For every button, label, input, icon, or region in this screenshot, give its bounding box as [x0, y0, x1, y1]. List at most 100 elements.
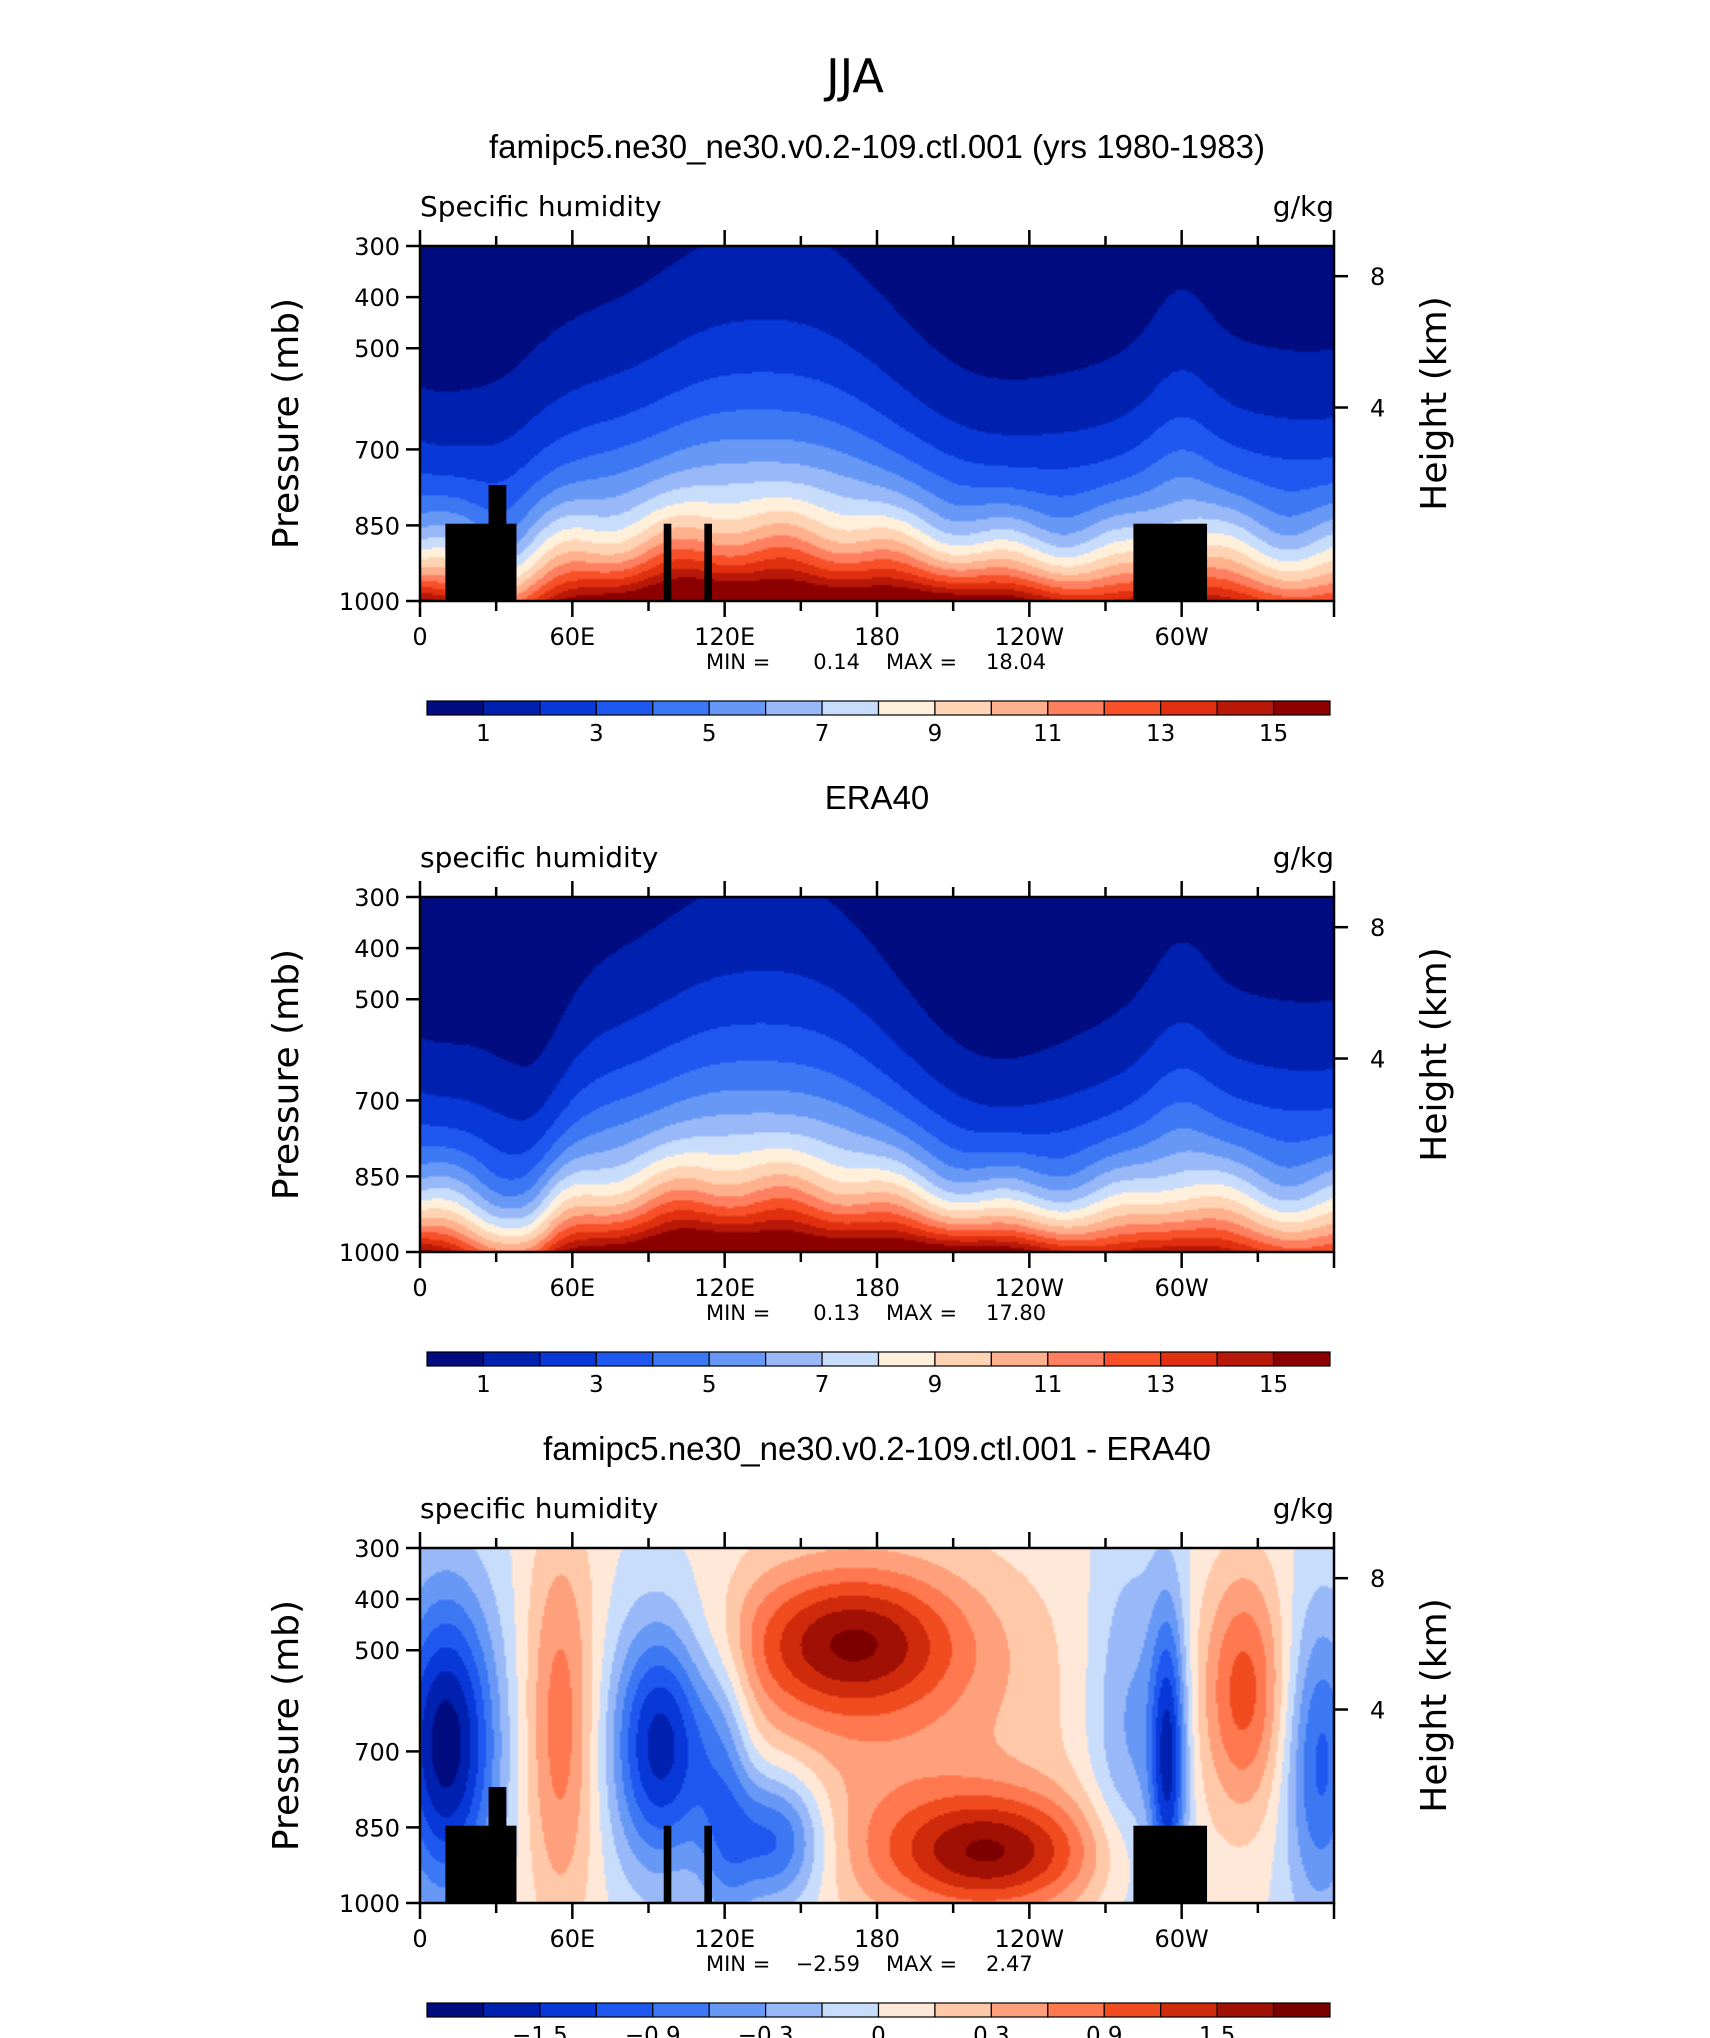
variable-label: Specific humidity [420, 190, 662, 223]
colorbar-label: 1.5 [1199, 2023, 1236, 2038]
contour-canvas [420, 897, 1334, 1252]
x-tick-label: 60E [549, 623, 595, 651]
y-right-tick-label: 4 [1370, 395, 1385, 423]
panel-title: famipc5.ne30_ne30.v0.2-109.ctl.001 (yrs … [489, 128, 1265, 165]
y-tick-label: 700 [354, 436, 400, 464]
topography-block [704, 523, 712, 601]
x-tick-label: 180 [854, 1274, 900, 1302]
x-tick-label: 120W [995, 1925, 1065, 1953]
y-tick-label: 700 [354, 1087, 400, 1115]
y-tick-label: 1000 [339, 1239, 400, 1267]
colorbar-box [539, 700, 597, 716]
colorbar-box [426, 700, 485, 716]
colorbar-label: 1 [476, 721, 491, 747]
y-tick-label: 400 [354, 935, 400, 963]
colorbar-box [426, 2002, 485, 2018]
x-tick-label: 120W [995, 623, 1065, 651]
colorbar-label: 13 [1146, 721, 1175, 747]
colorbar-label: 3 [589, 721, 604, 747]
colorbar-label: 1 [476, 1372, 491, 1398]
x-tick-label: 60W [1155, 1925, 1209, 1953]
colorbar-box [708, 1351, 767, 1367]
max-value: 18.04 [986, 650, 1046, 674]
colorbar-box [1216, 1351, 1275, 1367]
colorbar-box [821, 700, 880, 716]
min-label: MIN = [706, 650, 770, 674]
colorbar-box [652, 2002, 710, 2018]
colorbar-box [765, 2002, 823, 2018]
x-tick-label: 60W [1155, 1274, 1209, 1302]
colorbar-label: 11 [1033, 721, 1062, 747]
colorbar-label: 7 [815, 721, 830, 747]
colorbar-label: 5 [702, 721, 717, 747]
colorbar-label: 9 [928, 721, 943, 747]
colorbar-box [1216, 2002, 1275, 2018]
variable-label: specific humidity [420, 841, 658, 874]
topography-block [704, 1825, 712, 1903]
y-axis-title: Pressure (mb) [266, 949, 307, 1200]
colorbar-box [765, 1351, 823, 1367]
max-label: MAX = [886, 1301, 957, 1325]
y-axis-title: Pressure (mb) [266, 1600, 307, 1851]
colorbar-box [877, 700, 936, 716]
contour-field [420, 897, 1334, 1252]
y-tick-label: 500 [354, 1637, 400, 1665]
y-tick-label: 850 [354, 1814, 400, 1842]
units-label: g/kg [1273, 190, 1334, 223]
colorbar-box [426, 1351, 485, 1367]
y-tick-label: 700 [354, 1738, 400, 1766]
colorbar-label: 3 [589, 1372, 604, 1398]
topography-block [488, 1787, 507, 1903]
y-tick-label: 500 [354, 986, 400, 1014]
variable-label: specific humidity [420, 1492, 658, 1525]
colorbar-box [934, 700, 992, 716]
colorbar-label: −1.5 [512, 2023, 568, 2038]
colorbar-box [595, 700, 654, 716]
colorbar-box [652, 1351, 710, 1367]
units-label: g/kg [1273, 1492, 1334, 1525]
colorbar-box [708, 700, 767, 716]
colorbar-box [990, 700, 1049, 716]
colorbar-label: 5 [702, 1372, 717, 1398]
colorbar-box [595, 1351, 654, 1367]
colorbar-box [990, 2002, 1049, 2018]
colorbar-box [1047, 2002, 1105, 2018]
x-tick-label: 60W [1155, 623, 1209, 651]
x-tick-label: 60E [549, 1274, 595, 1302]
topography-block [1133, 523, 1208, 601]
y-tick-label: 300 [354, 884, 400, 912]
topography-block [488, 485, 507, 601]
colorbar-label: 7 [815, 1372, 830, 1398]
colorbar-box [990, 1351, 1049, 1367]
y-tick-label: 850 [354, 1163, 400, 1191]
y-tick-label: 500 [354, 335, 400, 363]
y-right-tick-label: 4 [1370, 1697, 1385, 1725]
colorbar-box [1160, 700, 1218, 716]
colorbar-label: 15 [1259, 721, 1288, 747]
colorbar-box [821, 1351, 880, 1367]
y-tick-label: 1000 [339, 1890, 400, 1918]
colorbar-label: 15 [1259, 1372, 1288, 1398]
colorbar-box [821, 2002, 880, 2018]
colorbar-box [482, 700, 541, 716]
chart-panel-3: famipc5.ne30_ne30.v0.2-109.ctl.001 - ERA… [266, 1430, 1455, 2038]
x-tick-label: 180 [854, 1925, 900, 1953]
min-value: 0.13 [813, 1301, 860, 1325]
colorbar-box [1272, 1351, 1331, 1367]
min-value: 0.14 [813, 650, 860, 674]
colorbar-box [1160, 2002, 1218, 2018]
colorbar-box [877, 2002, 936, 2018]
y-right-tick-label: 8 [1370, 1565, 1385, 1593]
colorbar-box [765, 700, 823, 716]
max-label: MAX = [886, 1952, 957, 1976]
colorbar-box [934, 2002, 992, 2018]
topography-block [1133, 1825, 1208, 1903]
colorbar-label: 13 [1146, 1372, 1175, 1398]
y-axis-title: Pressure (mb) [266, 298, 307, 549]
colorbar-label: 0.3 [973, 2023, 1010, 2038]
x-tick-label: 120E [694, 623, 755, 651]
colorbar-box [652, 700, 710, 716]
x-tick-label: 120W [995, 1274, 1065, 1302]
colorbar-box [1047, 700, 1105, 716]
